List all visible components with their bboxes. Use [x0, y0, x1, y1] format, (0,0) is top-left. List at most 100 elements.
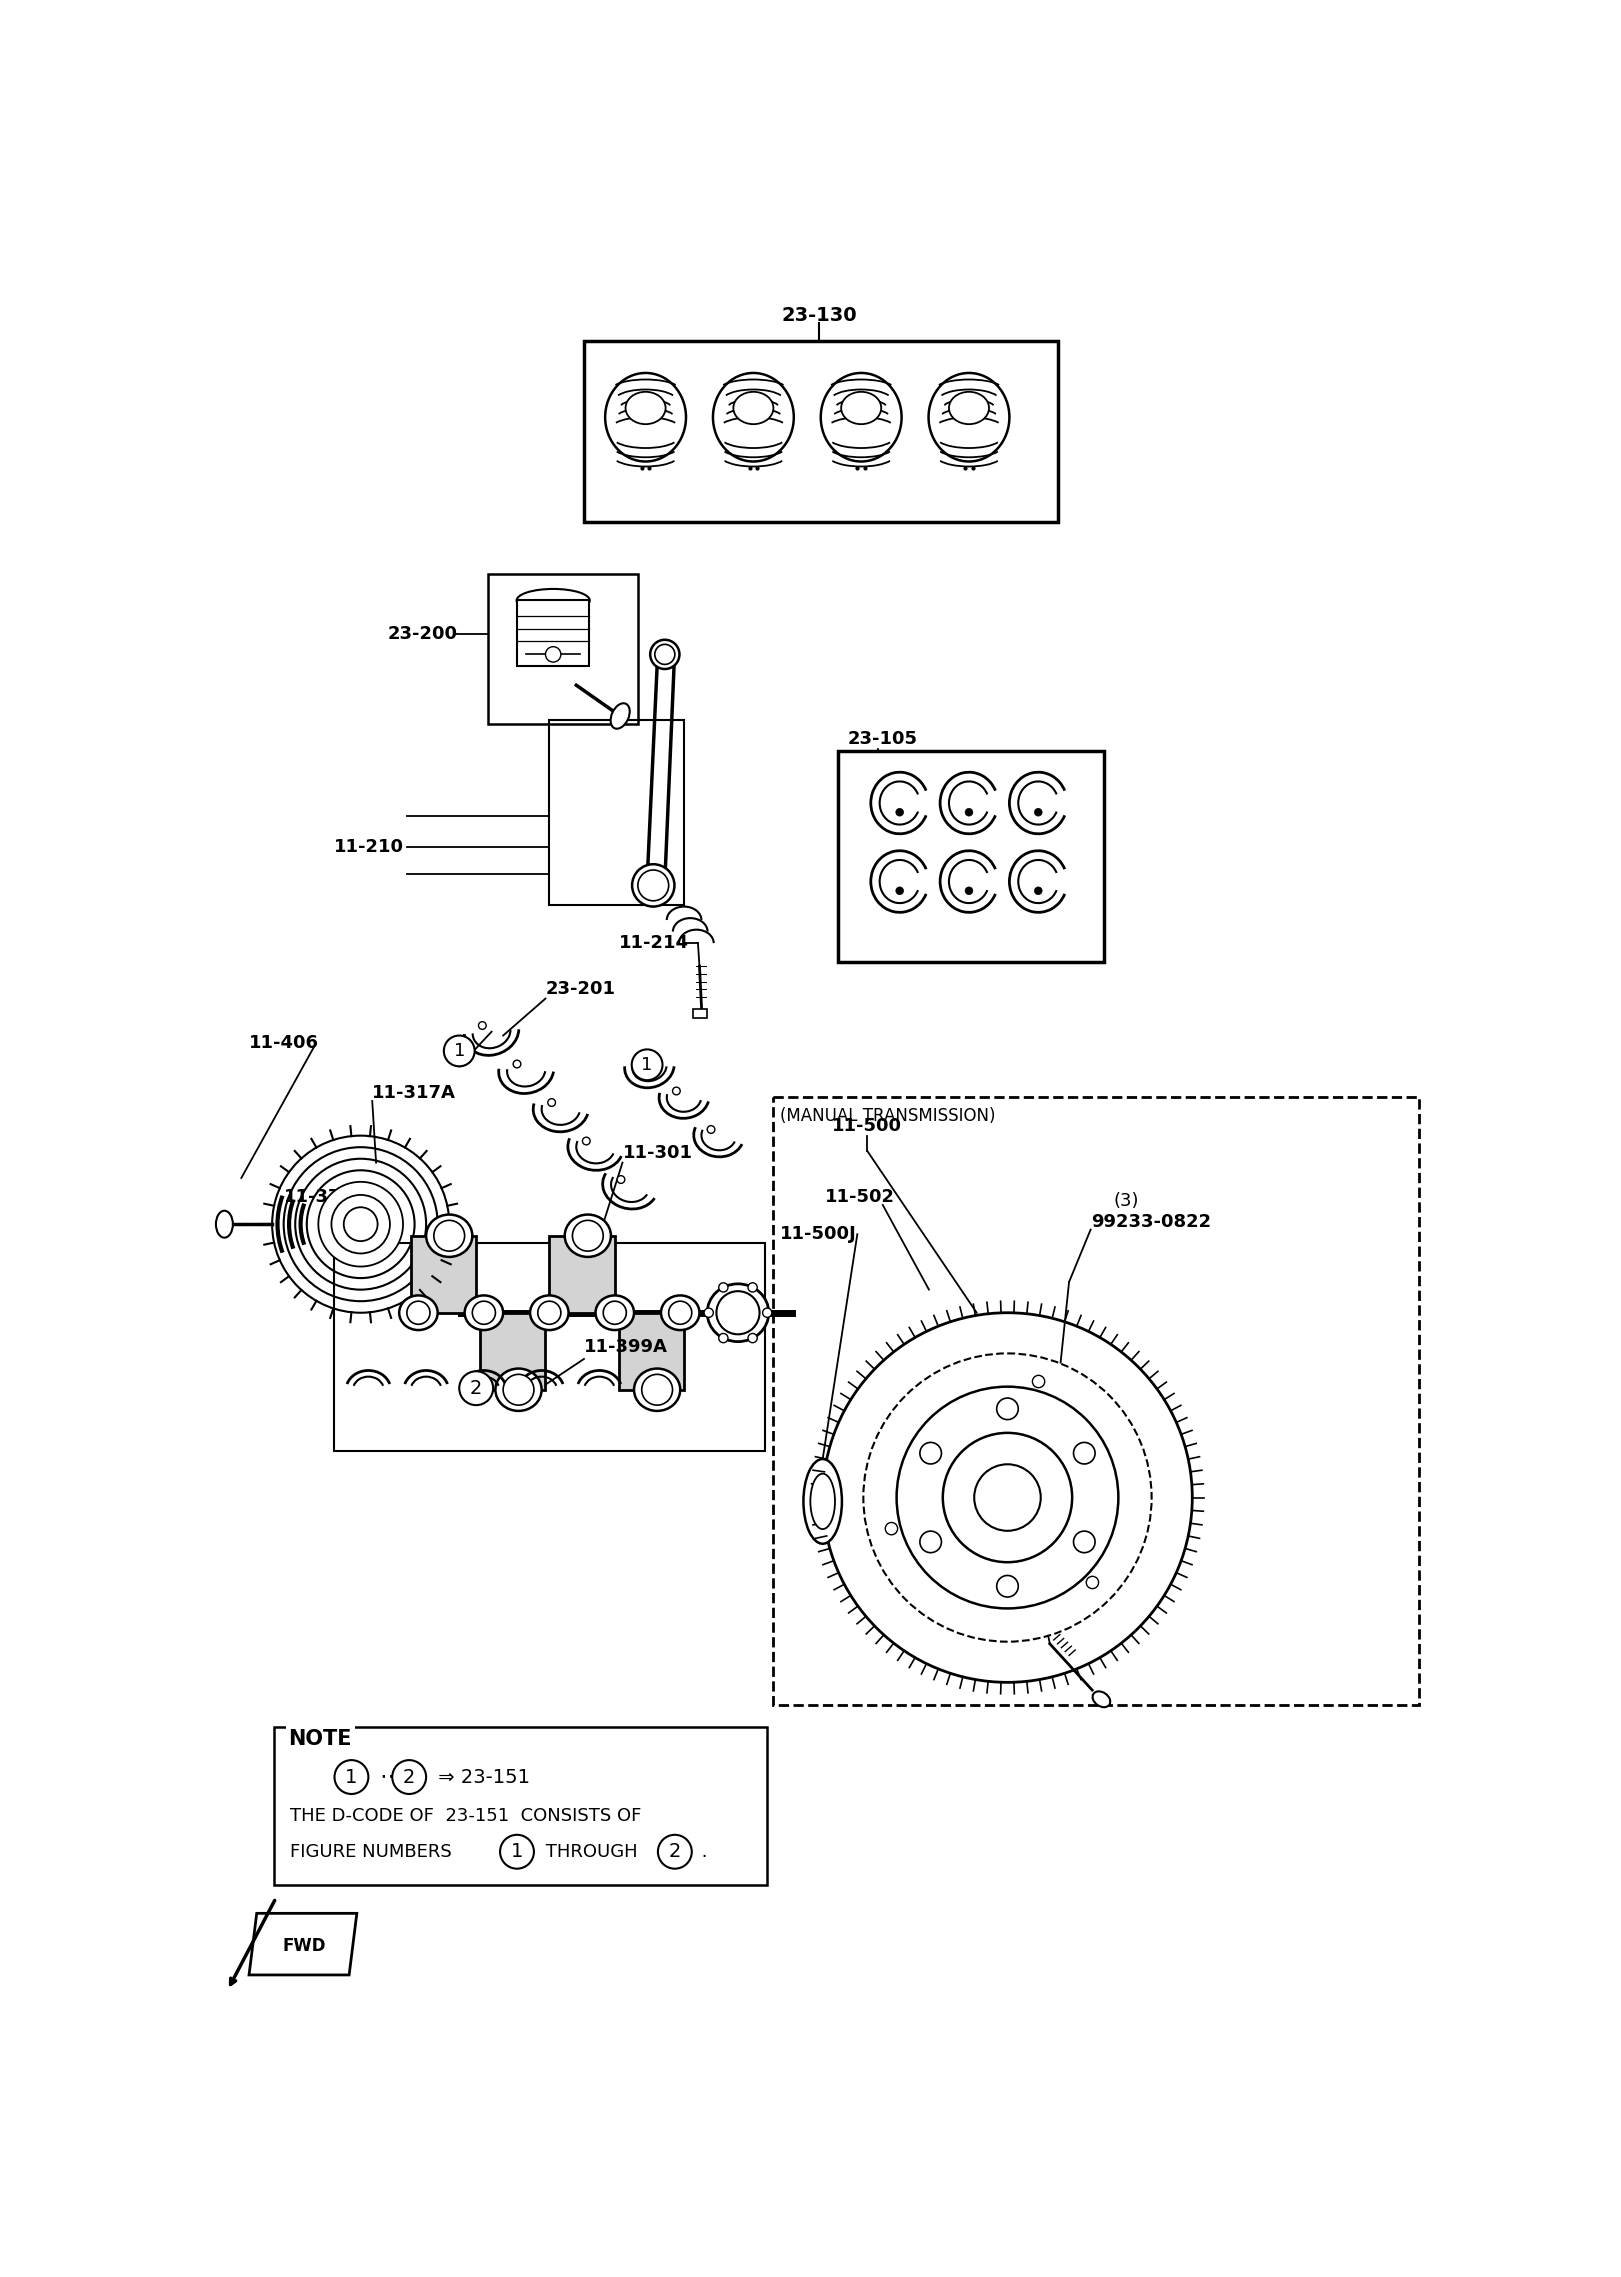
Circle shape	[1034, 888, 1042, 895]
Ellipse shape	[707, 1284, 768, 1341]
Circle shape	[1073, 1441, 1096, 1464]
Text: 11-214: 11-214	[619, 934, 689, 952]
Circle shape	[864, 1353, 1151, 1642]
Text: 11-500: 11-500	[832, 1118, 903, 1136]
Text: 23-105: 23-105	[848, 731, 917, 749]
Circle shape	[747, 1334, 757, 1343]
Ellipse shape	[632, 865, 674, 906]
Circle shape	[658, 1835, 692, 1869]
Text: 2: 2	[668, 1842, 681, 1860]
Circle shape	[964, 808, 973, 815]
Circle shape	[1034, 808, 1042, 815]
Ellipse shape	[465, 1296, 503, 1330]
Ellipse shape	[426, 1214, 472, 1257]
Circle shape	[655, 644, 674, 665]
Text: FWD: FWD	[282, 1938, 326, 1954]
Text: 23-130: 23-130	[781, 305, 856, 326]
Ellipse shape	[595, 1296, 634, 1330]
Circle shape	[1033, 1375, 1044, 1387]
Circle shape	[707, 1125, 715, 1134]
Ellipse shape	[634, 1368, 681, 1412]
Circle shape	[434, 1220, 465, 1250]
Circle shape	[407, 1300, 430, 1325]
Ellipse shape	[626, 392, 666, 424]
Circle shape	[318, 1182, 404, 1266]
Circle shape	[896, 808, 903, 815]
Circle shape	[642, 1375, 673, 1405]
Ellipse shape	[841, 392, 882, 424]
Polygon shape	[517, 601, 590, 665]
Text: 11-399A: 11-399A	[584, 1339, 668, 1357]
Ellipse shape	[496, 1368, 541, 1412]
Bar	[773, 1098, 1420, 1705]
Text: 11-500J: 11-500J	[780, 1225, 858, 1243]
Bar	[550, 720, 684, 904]
Polygon shape	[550, 1236, 614, 1314]
Text: 11-301: 11-301	[622, 1143, 692, 1161]
Circle shape	[997, 1576, 1018, 1596]
Circle shape	[639, 1057, 645, 1063]
Ellipse shape	[564, 1214, 611, 1257]
Text: 2: 2	[470, 1378, 483, 1398]
Ellipse shape	[517, 590, 590, 613]
Text: (MANUAL TRANSMISSION): (MANUAL TRANSMISSION)	[780, 1107, 995, 1125]
Text: ⋯: ⋯	[373, 1767, 410, 1787]
Circle shape	[896, 888, 903, 895]
Circle shape	[673, 1086, 681, 1095]
Ellipse shape	[948, 392, 989, 424]
Circle shape	[747, 1282, 757, 1291]
Text: 11-406: 11-406	[250, 1034, 319, 1052]
Bar	[584, 342, 1057, 521]
Text: NOTE: NOTE	[289, 1728, 352, 1749]
Circle shape	[997, 1398, 1018, 1419]
Text: 1: 1	[345, 1767, 358, 1787]
Text: 11-511: 11-511	[940, 1419, 1010, 1437]
Circle shape	[1086, 1576, 1099, 1589]
Circle shape	[392, 1760, 426, 1794]
Circle shape	[444, 1036, 475, 1066]
Circle shape	[514, 1061, 520, 1068]
Bar	[694, 1009, 707, 1018]
Ellipse shape	[733, 392, 773, 424]
Circle shape	[716, 1291, 760, 1334]
Circle shape	[718, 1334, 728, 1343]
Circle shape	[459, 1371, 493, 1405]
Circle shape	[603, 1300, 626, 1325]
Polygon shape	[480, 1314, 546, 1389]
Ellipse shape	[605, 373, 686, 462]
Bar	[334, 1243, 765, 1450]
Circle shape	[919, 1441, 942, 1464]
Text: FIGURE NUMBERS: FIGURE NUMBERS	[290, 1842, 452, 1860]
Ellipse shape	[929, 373, 1010, 462]
Ellipse shape	[399, 1296, 438, 1330]
Text: (3): (3)	[1114, 1193, 1140, 1209]
Ellipse shape	[611, 704, 629, 729]
Circle shape	[943, 1432, 1071, 1562]
Circle shape	[548, 1100, 556, 1107]
Text: THE D-CODE OF  23-151  CONSISTS OF: THE D-CODE OF 23-151 CONSISTS OF	[290, 1806, 642, 1824]
Circle shape	[896, 1387, 1118, 1608]
Circle shape	[718, 1282, 728, 1291]
Circle shape	[344, 1207, 378, 1241]
Polygon shape	[619, 1314, 684, 1389]
Text: THROUGH: THROUGH	[540, 1842, 637, 1860]
Text: 11-502: 11-502	[825, 1189, 895, 1207]
Text: 1: 1	[511, 1842, 524, 1860]
Ellipse shape	[810, 1473, 835, 1530]
Ellipse shape	[650, 640, 679, 669]
Text: 11-210: 11-210	[334, 838, 404, 856]
Circle shape	[885, 1523, 898, 1535]
Circle shape	[704, 1307, 713, 1318]
Polygon shape	[410, 1236, 477, 1314]
Circle shape	[1073, 1530, 1096, 1553]
Circle shape	[639, 870, 669, 902]
Circle shape	[919, 1530, 942, 1553]
Bar	[838, 751, 1104, 963]
Text: ⇒ 23-151: ⇒ 23-151	[433, 1767, 530, 1787]
Circle shape	[538, 1300, 561, 1325]
Text: 11-371: 11-371	[284, 1189, 353, 1207]
Ellipse shape	[820, 373, 901, 462]
Circle shape	[762, 1307, 772, 1318]
Ellipse shape	[661, 1296, 700, 1330]
Circle shape	[974, 1464, 1041, 1530]
